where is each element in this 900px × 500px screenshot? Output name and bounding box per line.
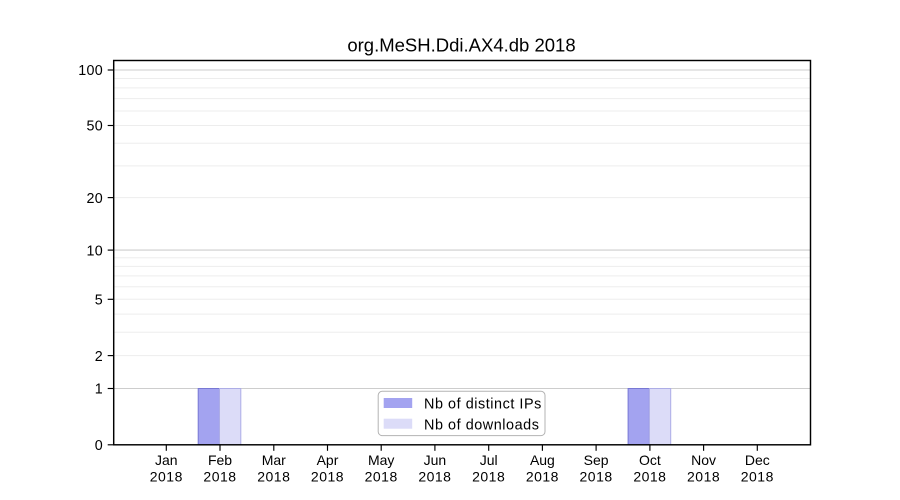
svg-text:Oct: Oct [639,452,661,468]
svg-text:1: 1 [95,382,103,398]
svg-text:100: 100 [78,63,103,79]
svg-text:20: 20 [86,191,103,207]
svg-text:2018: 2018 [633,468,666,484]
svg-text:2018: 2018 [472,468,505,484]
svg-text:Nb of distinct IPs: Nb of distinct IPs [424,396,542,412]
svg-text:Nb of downloads: Nb of downloads [424,417,539,433]
svg-text:10: 10 [86,243,103,259]
svg-text:Mar: Mar [262,452,286,468]
svg-text:2: 2 [95,349,103,365]
svg-text:Apr: Apr [317,452,339,468]
svg-text:Jun: Jun [424,452,447,468]
svg-text:2018: 2018 [311,468,344,484]
svg-text:2018: 2018 [365,468,398,484]
svg-text:Jan: Jan [155,452,178,468]
svg-text:2018: 2018 [580,468,613,484]
svg-text:2018: 2018 [741,468,774,484]
svg-text:2018: 2018 [418,468,451,484]
svg-text:2018: 2018 [150,468,183,484]
svg-text:May: May [368,452,394,468]
svg-text:Nov: Nov [691,452,716,468]
svg-text:5: 5 [95,293,103,309]
svg-text:Aug: Aug [530,452,555,468]
svg-text:Dec: Dec [745,452,770,468]
svg-text:2018: 2018 [203,468,236,484]
svg-text:Jul: Jul [480,452,498,468]
svg-text:0: 0 [95,438,103,454]
svg-text:Feb: Feb [208,452,232,468]
svg-text:2018: 2018 [687,468,720,484]
svg-text:2018: 2018 [257,468,290,484]
svg-text:org.MeSH.Ddi.AX4.db 2018: org.MeSH.Ddi.AX4.db 2018 [347,34,575,55]
svg-text:2018: 2018 [526,468,559,484]
svg-text:Sep: Sep [584,452,609,468]
svg-text:50: 50 [86,119,103,135]
